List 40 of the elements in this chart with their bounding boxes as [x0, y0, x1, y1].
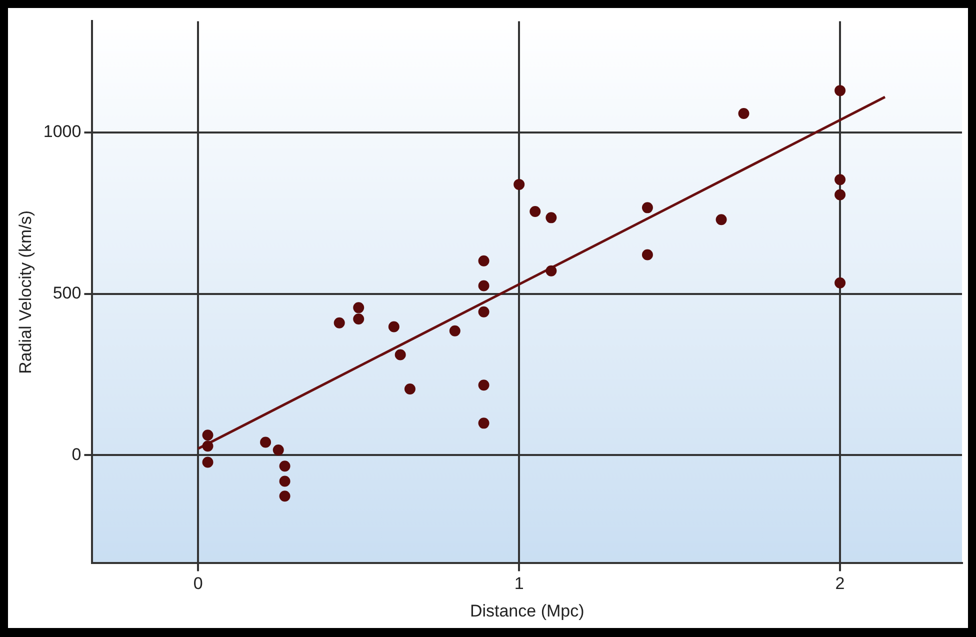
point [388, 321, 400, 332]
point [738, 108, 750, 119]
point [478, 418, 490, 429]
point [834, 85, 846, 96]
point [272, 444, 284, 456]
point [478, 380, 490, 391]
y-tick-label: 500 [52, 284, 82, 302]
point [478, 280, 490, 292]
point [514, 178, 525, 190]
point [260, 436, 272, 448]
point [478, 255, 490, 266]
point [546, 212, 557, 224]
point [404, 383, 416, 394]
x-axis-title: Distance (Mpc) [470, 601, 584, 620]
point [353, 302, 364, 314]
point [202, 456, 214, 468]
point [546, 265, 557, 276]
point [834, 277, 846, 288]
x-tick-label: 1 [514, 574, 524, 594]
point [279, 476, 290, 487]
point [834, 189, 846, 200]
point [478, 306, 490, 318]
point [279, 490, 290, 502]
point [202, 440, 214, 452]
point [353, 313, 364, 324]
point [449, 325, 460, 336]
y-tick-label: 0 [72, 444, 82, 464]
point [530, 206, 541, 218]
point [202, 430, 214, 441]
y-tick-label: 1000 [43, 122, 82, 142]
point [334, 317, 345, 328]
point [642, 249, 653, 260]
x-tick-label: 2 [835, 574, 845, 594]
y-axis-title: Radial Velocity (km/s) [16, 210, 35, 374]
point [834, 174, 846, 186]
point [716, 214, 727, 226]
point [279, 460, 290, 472]
point [394, 349, 406, 360]
x-tick-label: 0 [193, 574, 203, 594]
point [642, 202, 653, 214]
